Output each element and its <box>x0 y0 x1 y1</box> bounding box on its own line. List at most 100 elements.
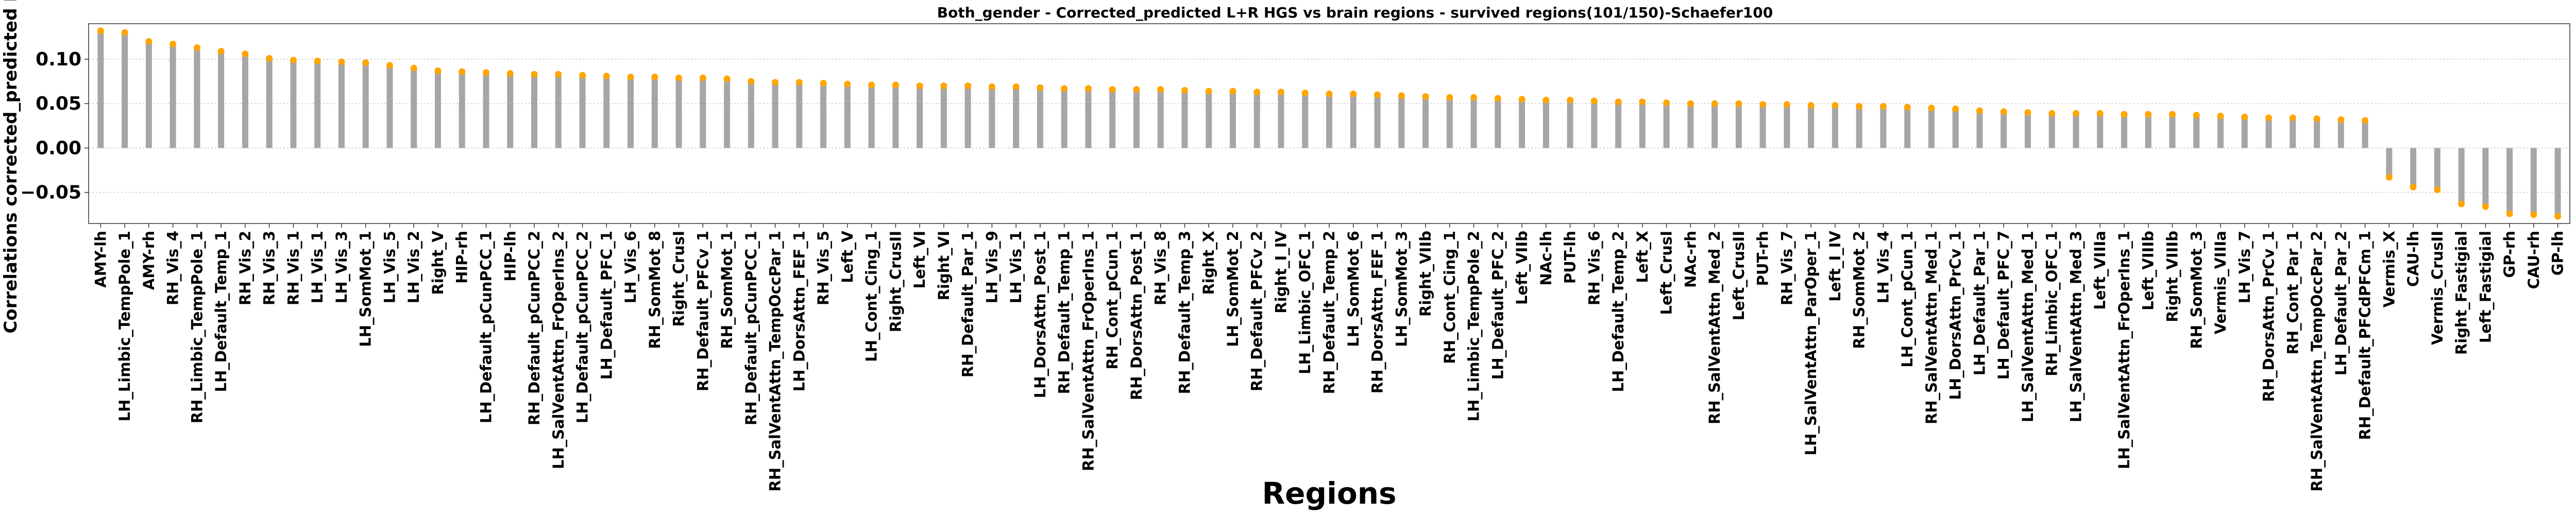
lollipop-marker <box>603 73 610 80</box>
x-tick-label: LH_SalVentAttn_Med_3 <box>2067 231 2084 422</box>
lollipop-marker <box>314 57 321 64</box>
lollipop-marker <box>1952 106 1959 113</box>
lollipop-marker <box>1783 101 1790 108</box>
x-tick-label: LH_Vis_3 <box>333 231 350 303</box>
x-tick-label: PUT-rh <box>1754 231 1772 286</box>
y-tick-label: −0.05 <box>20 182 81 203</box>
x-tick-label: Right_I_IV <box>1272 230 1290 313</box>
x-tick-label: Right_VIIIb <box>2164 231 2181 322</box>
x-tick-label: LH_Default_PFC_2 <box>1489 231 1506 380</box>
lollipop-marker <box>844 80 851 88</box>
y-axis-label: Correlations corrected_predicted HGS vs … <box>1 0 21 334</box>
lollipop-marker <box>2482 203 2489 210</box>
x-tick-label: NAc-lh <box>1537 231 1555 286</box>
lollipop-marker <box>1928 105 1935 112</box>
lollipop-marker <box>338 58 345 65</box>
lollipop-marker <box>170 41 177 48</box>
lollipop-marker <box>651 73 658 80</box>
x-tick-label: RH_Default_pCunPCC_2 <box>526 231 543 425</box>
x-tick-label: Right_VIIb <box>1417 231 1434 317</box>
x-tick-label: Left_VIIIb <box>2140 231 2157 311</box>
lollipop-marker <box>2169 111 2176 118</box>
x-tick-label: LH_DorsAttn_Post_1 <box>1031 231 1049 398</box>
lollipop-marker <box>699 74 706 81</box>
lollipop-marker <box>675 74 683 81</box>
lollipop-marker <box>1181 87 1188 94</box>
x-tick-label: Left_CrusI <box>1658 231 1675 315</box>
x-tick-label: LH_SalVentAttn_ParOper_1 <box>1802 231 1820 455</box>
lollipop-marker <box>2385 174 2393 181</box>
x-tick-label: LH_Vis_7 <box>2236 231 2253 303</box>
lollipop-marker <box>531 71 538 78</box>
x-tick-label: Left_VIIb <box>1513 231 1531 305</box>
x-tick-label: RH_Cont_pCun_1 <box>1104 231 1121 369</box>
lollipop-marker <box>482 69 489 76</box>
y-axis-ticks: −0.05 0.00 0.05 0.10 <box>20 49 89 203</box>
lollipop-marker <box>795 79 803 86</box>
lollipop-marker <box>1735 100 1742 107</box>
x-tick-label: LH_DorsAttn_FEF_1 <box>790 231 808 391</box>
lollipop-marker <box>266 55 273 62</box>
lollipop-marker <box>1398 92 1405 99</box>
x-tick-label: LH_Limbic_TempPole_2 <box>1465 231 1483 421</box>
lollipop-marker <box>1494 95 1501 102</box>
lollipop-marker <box>1807 102 1815 109</box>
lollipop-marker <box>2506 210 2513 217</box>
lollipop-marker <box>2289 114 2296 122</box>
lollipop-marker <box>1470 94 1478 101</box>
x-tick-label: LH_Default_Par_2 <box>2332 231 2350 375</box>
lollipop-marker <box>892 81 899 89</box>
lollipop-marker <box>1759 101 1767 108</box>
lollipop-marker <box>1374 91 1381 98</box>
x-tick-label: RH_Vis_4 <box>164 231 182 305</box>
x-tick-label: LH_Cont_Cing_1 <box>863 231 880 362</box>
lollipop-marker <box>1350 90 1357 97</box>
lollipop-marker <box>1711 100 1718 107</box>
lollipop-marker <box>434 67 442 74</box>
lollipop-marker <box>627 73 634 80</box>
x-tick-label: Right_Fastigial <box>2453 231 2470 355</box>
x-tick-label: RH_Default_PFCv_1 <box>694 231 711 391</box>
x-tick-label: Left_X <box>1634 231 1651 283</box>
y-tick-label: 0.05 <box>36 93 81 114</box>
x-tick-label: NAc-rh <box>1682 231 1699 288</box>
x-tick-label: Left_V <box>839 230 856 283</box>
lollipop-marker <box>748 78 755 85</box>
x-tick-label: LH_Vis_5 <box>381 231 398 303</box>
lollipop-marker <box>1109 86 1116 93</box>
lollipop-marker <box>2024 109 2031 116</box>
lollipop-marker <box>145 38 152 45</box>
lollipop-marker <box>988 83 995 90</box>
x-tick-label: RH_DorsAttn_PrCv_1 <box>2260 231 2278 402</box>
x-tick-label: RH_Vis_3 <box>261 231 278 305</box>
lollipop-marker <box>242 50 249 58</box>
lollipop-marker <box>386 62 393 69</box>
x-tick-label: LH_DorsAttn_PrCv_1 <box>1947 231 1964 400</box>
x-tick-label: Vermis_VIIIa <box>2212 231 2229 334</box>
x-tick-label: RH_SomMot_1 <box>718 231 736 349</box>
lollipop-marker <box>1157 86 1164 93</box>
x-tick-label: LH_Vis_4 <box>1874 231 1892 303</box>
lollipop-marker <box>579 72 586 79</box>
x-tick-label: Right_VI <box>935 231 953 300</box>
lollipop-marker <box>1012 83 1020 90</box>
x-tick-label: LH_Default_Temp_2 <box>1609 231 1627 392</box>
x-tick-label: RH_Default_PFCdPFCm_1 <box>2357 231 2374 440</box>
x-tick-label: Right_CrusI <box>670 231 688 327</box>
lollipop-marker <box>1879 102 1887 110</box>
y-tick-label: 0.00 <box>36 138 81 159</box>
lollipop-marker <box>2265 114 2273 122</box>
x-tick-label: HIP-rh <box>453 231 471 284</box>
x-tick-label: LH_Default_Temp_1 <box>212 231 230 392</box>
x-tick-label: Left_I_IV <box>1826 230 1844 301</box>
lollipop-marker <box>2410 183 2417 191</box>
lollipop-marker <box>2145 111 2152 118</box>
x-tick-label: GP-rh <box>2501 231 2518 278</box>
lollipop-marker <box>1037 84 1044 91</box>
lollipop-marker <box>868 81 875 89</box>
x-tick-label: LH_Vis_2 <box>405 231 422 303</box>
lollipop-marker <box>1061 85 1068 92</box>
lollipop-marker <box>2554 213 2562 220</box>
x-tick-label: Vermis_CrusII <box>2429 231 2446 345</box>
